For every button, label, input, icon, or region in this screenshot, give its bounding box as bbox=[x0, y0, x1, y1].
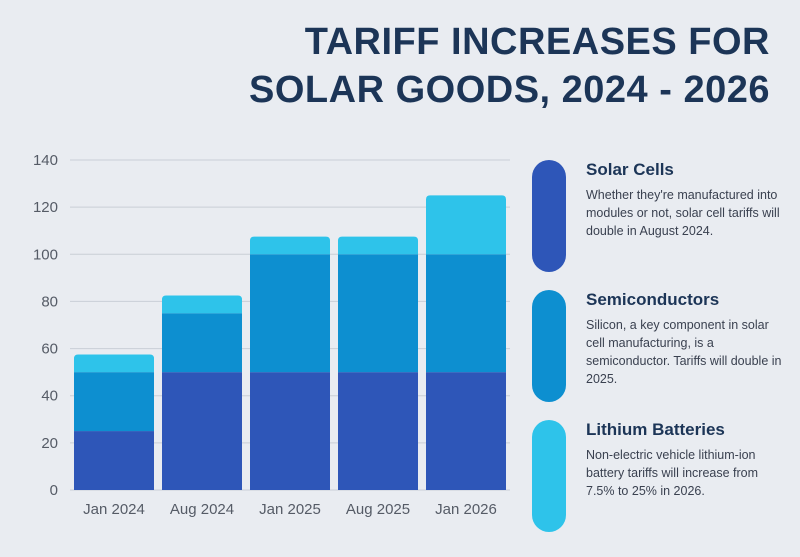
y-tick-label: 60 bbox=[41, 341, 58, 358]
legend-title: Semiconductors bbox=[586, 290, 720, 309]
legend-swatch-lithium-batteries bbox=[532, 420, 566, 532]
legend-swatch-solar-cells bbox=[532, 160, 566, 272]
bar-segment-lithium-batteries bbox=[74, 354, 154, 373]
legend-title: Lithium Batteries bbox=[586, 420, 725, 439]
bar-segment-solar-cells bbox=[250, 372, 330, 490]
y-tick-label: 20 bbox=[41, 435, 58, 452]
legend-item-lithium-batteries: Lithium Batteries Non-electric vehicle l… bbox=[532, 420, 792, 532]
y-tick-label: 120 bbox=[33, 199, 58, 216]
x-tick-label: Aug 2024 bbox=[170, 501, 234, 518]
bar-segment-lithium-batteries bbox=[250, 236, 330, 255]
x-tick-label: Aug 2025 bbox=[346, 501, 410, 518]
legend-description: Silicon, a key component in solar cell m… bbox=[586, 318, 782, 386]
y-tick-label: 80 bbox=[41, 293, 58, 310]
bar-segment-semiconductors bbox=[74, 372, 154, 432]
x-tick-label: Jan 2024 bbox=[83, 501, 145, 518]
x-tick-label: Jan 2026 bbox=[435, 501, 497, 518]
bar-segment-semiconductors bbox=[338, 254, 418, 373]
legend-description: Whether they're manufactured into module… bbox=[586, 188, 780, 238]
y-tick-label: 0 bbox=[50, 482, 58, 499]
bar-segment-lithium-batteries bbox=[162, 295, 242, 314]
legend-item-solar-cells: Solar Cells Whether they're manufactured… bbox=[532, 160, 792, 272]
stacked-bar-chart: 0 20 40 60 80 100 120 140 Jan 2024 Aug 2024 Jan 20… bbox=[33, 152, 510, 518]
legend-description: Non-electric vehicle lithium-ion battery… bbox=[586, 448, 759, 498]
bar-segment-solar-cells bbox=[338, 372, 418, 490]
bar-segment-lithium-batteries bbox=[426, 195, 506, 255]
bar-segment-lithium-batteries bbox=[338, 236, 418, 255]
y-tick-label: 140 bbox=[33, 152, 58, 169]
legend-item-semiconductors: Semiconductors Silicon, a key component … bbox=[532, 290, 792, 402]
bar-segment-solar-cells bbox=[74, 431, 154, 490]
legend-swatch-semiconductors bbox=[532, 290, 566, 402]
y-tick-label: 100 bbox=[33, 246, 58, 263]
title-line-2: SOLAR GOODS, 2024 - 2026 bbox=[249, 69, 770, 111]
bar-segment-solar-cells bbox=[162, 372, 242, 490]
legend-title: Solar Cells bbox=[586, 160, 674, 179]
bar-segment-semiconductors bbox=[250, 254, 330, 373]
bar-segment-semiconductors bbox=[162, 313, 242, 373]
x-tick-label: Jan 2025 bbox=[259, 501, 321, 518]
y-tick-label: 40 bbox=[41, 388, 58, 405]
chart-title: TARIFF INCREASES FOR SOLAR GOODS, 2024 -… bbox=[249, 18, 770, 114]
bar-segment-solar-cells bbox=[426, 372, 506, 490]
bar-segment-semiconductors bbox=[426, 254, 506, 373]
title-line-1: TARIFF INCREASES FOR bbox=[304, 21, 770, 63]
